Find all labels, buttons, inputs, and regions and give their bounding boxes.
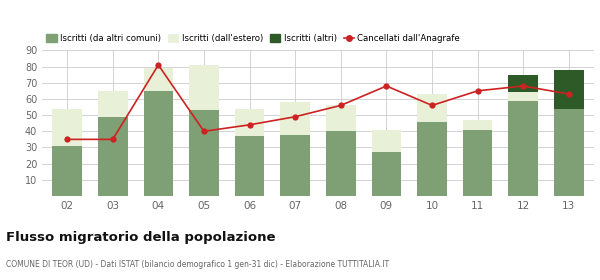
Bar bbox=[371, 130, 401, 152]
Bar bbox=[371, 152, 401, 196]
Bar bbox=[143, 68, 173, 91]
Bar bbox=[98, 91, 128, 117]
Bar bbox=[235, 109, 265, 136]
Bar bbox=[417, 122, 447, 196]
Text: Flusso migratorio della popolazione: Flusso migratorio della popolazione bbox=[6, 231, 275, 244]
Bar bbox=[189, 65, 219, 110]
Bar bbox=[326, 105, 356, 131]
Bar bbox=[280, 102, 310, 134]
Bar bbox=[98, 117, 128, 196]
Bar bbox=[554, 70, 584, 109]
Bar bbox=[417, 94, 447, 122]
Bar bbox=[280, 134, 310, 196]
Bar bbox=[52, 146, 82, 196]
Bar bbox=[463, 130, 493, 196]
Bar bbox=[326, 131, 356, 196]
Bar bbox=[52, 109, 82, 146]
Bar bbox=[463, 120, 493, 130]
Bar bbox=[508, 101, 538, 196]
Bar bbox=[554, 109, 584, 196]
Legend: Iscritti (da altri comuni), Iscritti (dall'estero), Iscritti (altri), Cancellati: Iscritti (da altri comuni), Iscritti (da… bbox=[46, 34, 460, 43]
Text: COMUNE DI TEOR (UD) - Dati ISTAT (bilancio demografico 1 gen-31 dic) - Elaborazi: COMUNE DI TEOR (UD) - Dati ISTAT (bilanc… bbox=[6, 260, 389, 269]
Bar bbox=[143, 91, 173, 196]
Bar bbox=[508, 92, 538, 101]
Bar bbox=[508, 75, 538, 92]
Bar bbox=[235, 136, 265, 196]
Bar bbox=[189, 110, 219, 196]
